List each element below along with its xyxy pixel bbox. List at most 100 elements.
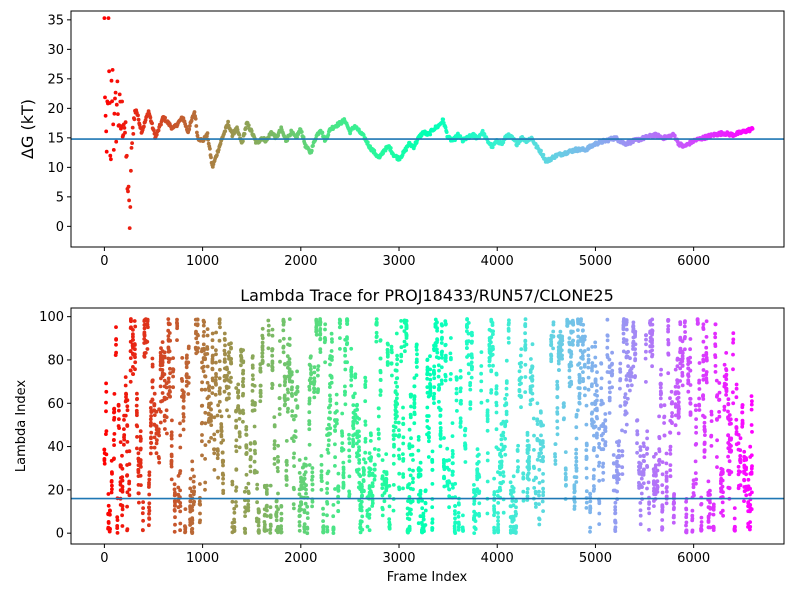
lambda-x-tick-label: 6000 <box>677 551 710 566</box>
lambda-point <box>114 342 118 347</box>
lambda-point <box>169 444 174 448</box>
delta-g-point <box>249 129 254 133</box>
lambda-point <box>316 364 321 368</box>
lambda-point <box>128 368 133 373</box>
lambda-point <box>428 393 432 398</box>
lambda-point <box>676 400 681 405</box>
lambda-point <box>163 427 167 431</box>
lambda-point <box>154 451 159 456</box>
lambda-point <box>312 386 316 391</box>
lambda-point <box>572 507 577 511</box>
lambda-point <box>345 335 349 339</box>
lambda-point <box>276 469 280 474</box>
lambda-point <box>403 349 407 354</box>
lambda-point <box>447 505 451 510</box>
lambda-point <box>492 476 496 481</box>
lambda-point <box>210 378 215 383</box>
lambda-point <box>336 485 340 490</box>
lambda-point <box>285 354 290 359</box>
lambda-point <box>537 502 541 506</box>
lambda-point <box>506 336 511 340</box>
lambda-point <box>122 418 126 422</box>
lambda-point <box>307 422 312 427</box>
lambda-point <box>439 341 444 345</box>
lambda-point <box>214 330 219 335</box>
delta-g-point <box>128 205 133 209</box>
lambda-point <box>701 325 706 330</box>
lambda-point <box>136 451 141 456</box>
lambda-point <box>333 442 337 447</box>
lambda-point <box>328 403 333 408</box>
lambda-point <box>496 447 501 452</box>
lambda-point <box>270 333 275 338</box>
lambda-point <box>437 368 441 373</box>
lambda-point <box>616 443 621 448</box>
lambda-point <box>517 369 522 374</box>
lambda-point <box>701 322 706 327</box>
lambda-point <box>395 353 399 358</box>
lambda-point <box>574 451 578 456</box>
lambda-point <box>541 509 545 513</box>
lambda-point <box>338 336 342 340</box>
delta-g-point <box>541 152 546 157</box>
lambda-point <box>265 514 269 518</box>
lambda-point <box>227 396 231 401</box>
lambda-point <box>438 444 443 449</box>
lambda-point <box>244 486 249 490</box>
lambda-point <box>640 485 644 489</box>
lambda-point <box>397 456 402 461</box>
lambda-point <box>535 422 540 426</box>
lambda-point <box>686 374 691 379</box>
lambda-point <box>680 359 685 364</box>
lambda-point <box>218 367 222 372</box>
lambda-point <box>454 387 459 391</box>
lambda-point <box>597 460 602 465</box>
lambda-point <box>404 319 409 323</box>
lambda-point <box>623 392 628 396</box>
lambda-point <box>326 469 331 474</box>
lambda-point <box>438 421 443 425</box>
lambda-point <box>709 409 714 414</box>
lambda-point <box>498 471 502 475</box>
lambda-point <box>117 426 121 430</box>
lambda-point <box>624 320 629 325</box>
lambda-point <box>460 526 465 531</box>
lambda-point <box>492 492 497 497</box>
lambda-point <box>188 476 193 481</box>
lambda-point <box>302 476 307 481</box>
lambda-point <box>328 416 332 421</box>
lambda-point <box>586 375 591 380</box>
lambda-point <box>704 335 709 339</box>
delta-g-point <box>111 148 116 152</box>
delta-g-point <box>115 79 120 84</box>
lambda-point <box>477 501 482 506</box>
delta-g-point <box>672 133 677 138</box>
lambda-point <box>595 370 599 374</box>
delta-g-y-tick-label: 30 <box>47 43 64 58</box>
lambda-point <box>607 398 612 403</box>
lambda-point <box>370 498 375 503</box>
lambda-point <box>436 374 441 379</box>
lambda-point <box>688 355 692 360</box>
lambda-point <box>129 318 133 323</box>
lambda-point <box>442 436 446 440</box>
lambda-point <box>102 461 107 466</box>
lambda-point <box>266 329 271 333</box>
lambda-point <box>727 486 732 490</box>
lambda-point <box>112 432 117 436</box>
lambda-point <box>186 360 191 365</box>
lambda-point <box>399 354 404 359</box>
lambda-point <box>190 459 195 464</box>
lambda-point <box>463 460 468 464</box>
delta-g-point <box>301 135 306 140</box>
lambda-point <box>664 461 669 466</box>
lambda-point <box>616 477 621 482</box>
lambda-point <box>401 486 405 491</box>
lambda-point <box>515 459 520 463</box>
delta-g-point <box>490 145 495 150</box>
lambda-point <box>638 454 643 458</box>
lambda-point <box>613 500 618 505</box>
delta-g-y-tick-label: 0 <box>56 220 64 235</box>
lambda-point <box>489 317 494 322</box>
lambda-point <box>411 480 415 485</box>
